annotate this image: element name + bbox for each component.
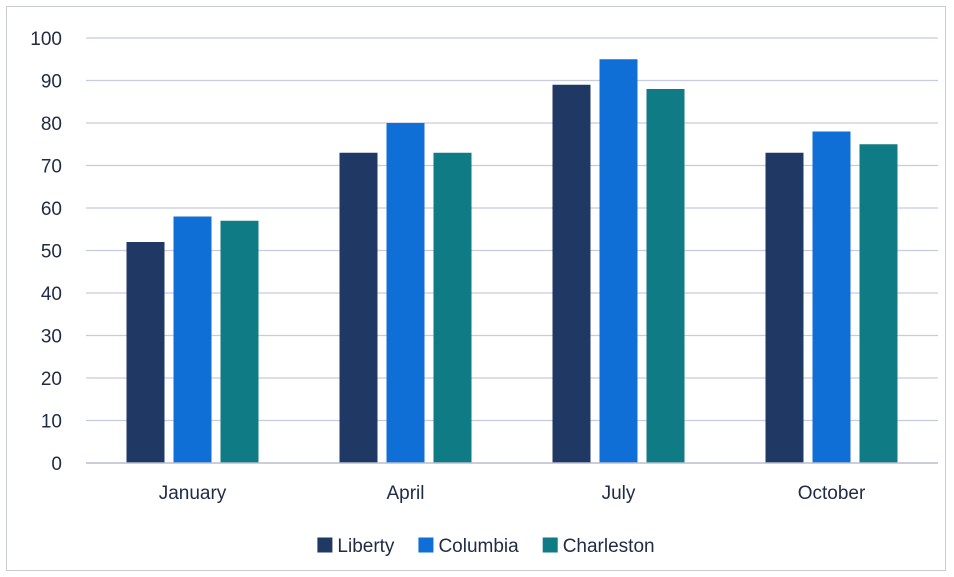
bar-columbia-july xyxy=(599,59,638,463)
legend-label-liberty: Liberty xyxy=(337,536,395,557)
bar-liberty-july xyxy=(552,84,591,463)
y-axis-ticks: 0 10 20 30 40 50 60 70 80 90 100 xyxy=(30,29,62,475)
x-axis-categories: January April July October xyxy=(159,483,866,504)
bar-columbia-october xyxy=(812,131,851,463)
bar-charleston-october xyxy=(859,144,898,463)
y-tick-label: 30 xyxy=(41,327,62,348)
legend-swatch-charleston xyxy=(542,537,558,553)
y-tick-label: 10 xyxy=(41,412,62,433)
y-tick-label: 100 xyxy=(30,29,62,50)
x-category-label: July xyxy=(602,483,636,504)
bar-charleston-january xyxy=(220,220,259,463)
y-tick-label: 90 xyxy=(41,72,62,93)
y-tick-label: 60 xyxy=(41,199,62,220)
y-tick-label: 40 xyxy=(41,284,62,305)
legend-label-columbia: Columbia xyxy=(438,536,519,557)
y-tick-label: 20 xyxy=(41,369,62,390)
bar-columbia-april xyxy=(386,123,425,463)
bar-liberty-april xyxy=(339,152,378,463)
gridlines xyxy=(86,37,938,422)
y-tick-label: 0 xyxy=(51,454,62,475)
bar-charleston-april xyxy=(433,152,472,463)
bar-liberty-january xyxy=(126,242,165,463)
legend-label-charleston: Charleston xyxy=(563,536,655,557)
x-category-label: April xyxy=(386,483,424,504)
bar-charleston-july xyxy=(646,89,685,463)
y-tick-label: 50 xyxy=(41,242,62,263)
y-tick-label: 70 xyxy=(41,157,62,178)
legend: Liberty Columbia Charleston xyxy=(317,536,655,557)
bar-liberty-october xyxy=(765,152,804,463)
legend-swatch-columbia xyxy=(418,537,434,553)
x-category-label: October xyxy=(798,483,866,504)
bars xyxy=(126,59,898,463)
legend-swatch-liberty xyxy=(317,537,333,553)
bar-columbia-january xyxy=(173,216,212,463)
x-category-label: January xyxy=(159,483,227,504)
y-tick-label: 80 xyxy=(41,114,62,135)
